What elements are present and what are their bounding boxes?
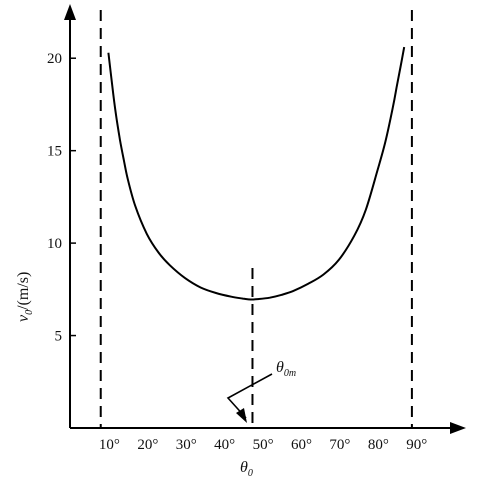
y-axis-label: v0/(m/s) [15, 272, 35, 322]
y-tick-label: 10 [47, 236, 62, 252]
x-tick-label: 40° [214, 437, 235, 453]
x-tick-label: 70° [329, 437, 350, 453]
x-axis-label: θ0 [240, 459, 253, 479]
reference-lines [99, 10, 413, 428]
series-line [107, 46, 406, 301]
y-tick-label: 20 [47, 51, 62, 67]
x-tick-label: 20° [137, 437, 158, 453]
y-tick-label: 5 [55, 329, 63, 345]
x-tick-label: 90° [406, 437, 427, 453]
x-tick-label: 60° [291, 437, 312, 453]
annotation-pointer [226, 373, 273, 419]
y-tick-label: 15 [47, 144, 62, 160]
x-tick-label: 30° [176, 437, 197, 453]
x-tick-label: 80° [368, 437, 389, 453]
y-axis-arrow [64, 4, 76, 20]
x-tick-label: 50° [253, 437, 274, 453]
x-ticks: 10° 20° 30° 40° 50° 60° 70° 80° 90° [99, 437, 427, 453]
x-tick-label: 10° [99, 437, 120, 453]
y-ticks: 5 10 15 20 [47, 51, 76, 345]
annotation-label: θ0m [276, 359, 296, 379]
annotation-arrowhead [236, 408, 247, 423]
x-axis-arrow [450, 422, 466, 434]
